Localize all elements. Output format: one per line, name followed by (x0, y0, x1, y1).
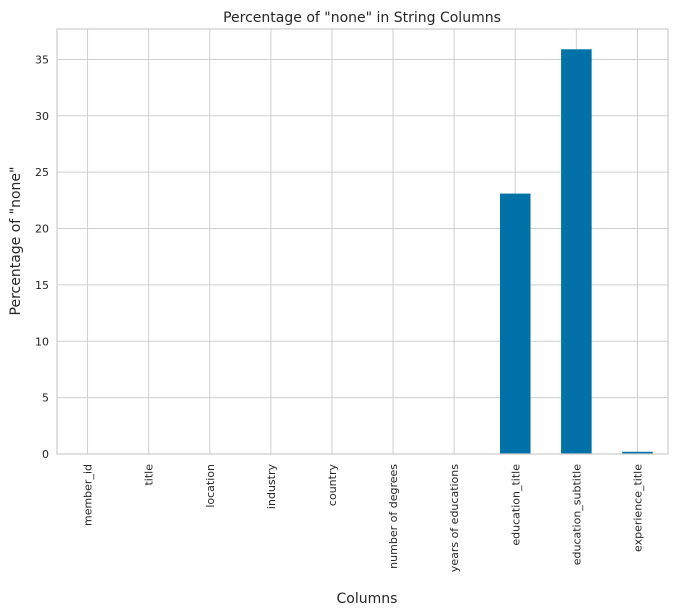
plot-frame (56, 28, 669, 455)
y-tick-label: 15 (35, 279, 49, 292)
bar-experience-title (622, 451, 653, 454)
y-tick-label: 25 (35, 166, 49, 179)
x-tick-label: number of degrees (387, 464, 400, 569)
x-tick-label: experience_title (631, 464, 644, 552)
x-tick-label: education_title (509, 464, 522, 546)
chart-title: Percentage of "none" in String Columns (223, 10, 501, 26)
y-tick-label: 10 (35, 335, 49, 348)
bar-education-title (499, 193, 531, 454)
x-axis-title: Columns (337, 591, 398, 607)
x-tick-label: industry (265, 464, 278, 510)
y-tick-label: 0 (42, 448, 49, 461)
bar-education-subtitle (561, 49, 592, 454)
x-tick-label: title (143, 464, 156, 486)
y-tick-label: 30 (35, 110, 49, 123)
y-tick-label: 5 (42, 392, 49, 405)
x-tick-label: years of educations (448, 464, 461, 572)
y-tick-labels: 0 5 10 15 20 25 30 35 (35, 53, 49, 461)
x-tick-label: location (204, 464, 217, 508)
x-tick-label: country (326, 464, 339, 507)
x-tick-label: member_id (82, 464, 95, 526)
x-tick-label: education_subtitle (570, 464, 583, 566)
y-tick-label: 20 (35, 223, 49, 236)
y-axis-title: Percentage of "none" (8, 167, 24, 316)
grid-lines (57, 29, 668, 455)
x-tick-labels: member_id title location industry country num… (82, 464, 645, 573)
bars (499, 49, 653, 454)
y-tick-label: 35 (35, 53, 49, 66)
